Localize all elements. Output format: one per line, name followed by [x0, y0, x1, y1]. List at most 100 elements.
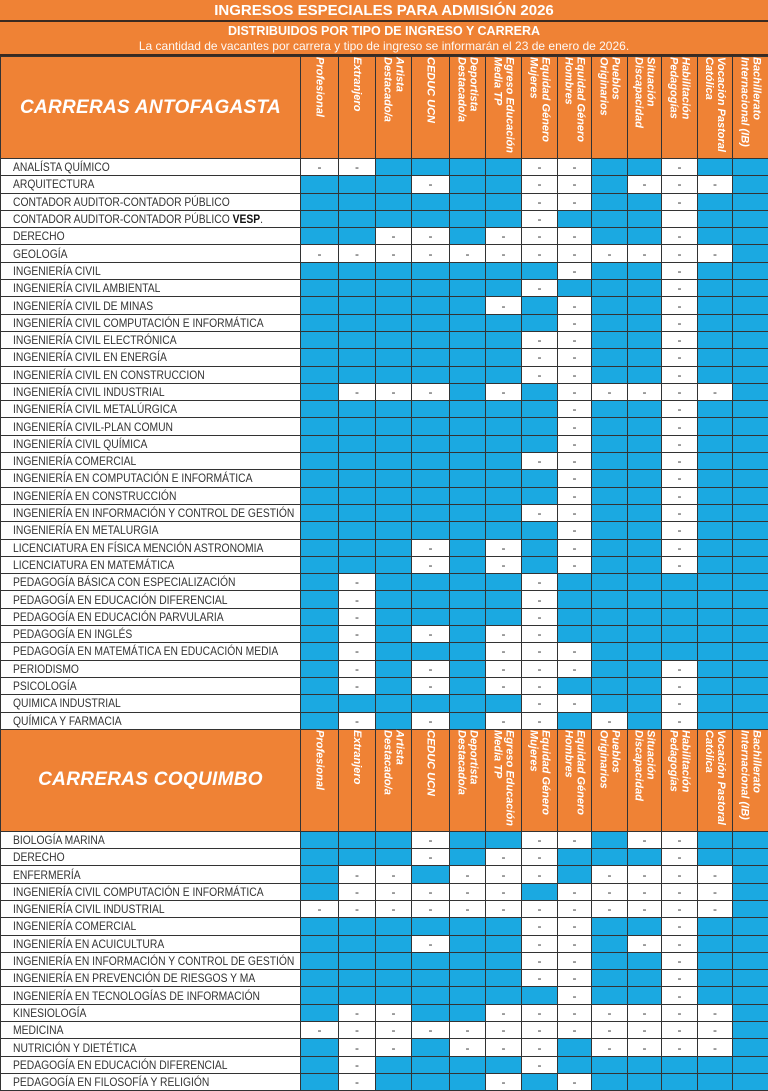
available-cell	[301, 435, 339, 452]
available-cell	[698, 504, 733, 521]
career-label: PEDAGOGÍA EN EDUCACIÓN DIFERENCIAL	[13, 1058, 227, 1072]
available-cell	[628, 504, 662, 521]
available-cell	[592, 504, 628, 521]
available-cell	[628, 159, 662, 176]
available-cell	[698, 210, 733, 227]
available-cell	[733, 831, 768, 848]
career-label: INGENIERÍA CIVIL INDUSTRIAL	[13, 902, 165, 916]
available-cell	[450, 331, 486, 348]
available-cell	[698, 1056, 733, 1073]
unavailable-cell: -	[522, 210, 558, 227]
available-cell	[558, 866, 592, 883]
table-row: PSICOLOGÍA-----	[1, 677, 768, 694]
available-cell	[450, 831, 486, 848]
table-row: DERECHO------	[1, 228, 768, 245]
available-cell	[698, 608, 733, 625]
career-label: INGENIERÍA CIVIL QUÍMICA	[13, 437, 147, 451]
career-label: PERIODISMO	[13, 662, 79, 676]
available-cell	[376, 935, 412, 952]
available-cell	[486, 176, 522, 193]
available-cell	[412, 695, 450, 712]
table-row: INGENIERÍA EN ACUICULTURA-----	[1, 935, 768, 952]
available-cell	[376, 522, 412, 539]
available-cell	[339, 831, 376, 848]
career-label-wrap: CONTADOR AUDITOR-CONTADOR PÚBLICO VESP.	[13, 212, 263, 226]
career-name: LICENCIATURA EN MATEMÁTICA	[1, 556, 301, 573]
available-cell	[450, 660, 486, 677]
unavailable-cell: -	[522, 608, 558, 625]
unavailable-cell: -	[592, 1022, 628, 1039]
unavailable-cell: -	[662, 712, 698, 729]
available-cell	[733, 522, 768, 539]
unavailable-cell: -	[698, 1039, 733, 1056]
available-cell	[698, 831, 733, 848]
unavailable-cell: -	[662, 176, 698, 193]
column-header: Habilitación Pedagogías	[662, 57, 698, 159]
available-cell	[628, 487, 662, 504]
available-cell	[733, 453, 768, 470]
available-cell	[339, 331, 376, 348]
available-cell	[522, 1073, 558, 1090]
available-cell	[698, 539, 733, 556]
available-cell	[522, 470, 558, 487]
unavailable-cell: -	[339, 1004, 376, 1021]
available-cell	[412, 1039, 450, 1056]
available-cell	[698, 314, 733, 331]
column-header: Egreso Educación Media TP	[486, 729, 522, 831]
available-cell	[412, 331, 450, 348]
unavailable-cell: -	[522, 643, 558, 660]
career-label: INGENIERÍA EN ACUICULTURA	[13, 937, 164, 951]
available-cell	[592, 935, 628, 952]
unavailable-cell: -	[558, 556, 592, 573]
available-cell	[698, 695, 733, 712]
career-name: PEDAGOGÍA EN FILOSOFÍA Y RELIGIÓN	[1, 1073, 301, 1090]
career-name: INGENIERÍA CIVIL EN ENERGÍA	[1, 349, 301, 366]
available-cell	[628, 712, 662, 729]
table-row: INGENIERÍA EN METALURGIA--	[1, 522, 768, 539]
available-cell	[301, 643, 339, 660]
career-label: BIOLOGÍA MARINA	[13, 833, 105, 847]
table-row: ANALÍSTA QUÍMICO-----	[1, 159, 768, 176]
career-label: PEDAGOGÍA BÁSICA CON ESPECIALIZACIÓN	[13, 575, 236, 589]
table-row: CONTADOR AUDITOR-CONTADOR PÚBLICO---	[1, 193, 768, 210]
career-label-wrap: PSICOLOGÍA	[13, 679, 77, 693]
unavailable-cell: -	[339, 626, 376, 643]
career-name: INGENIERÍA CIVIL INDUSTRIAL	[1, 383, 301, 400]
available-cell	[450, 366, 486, 383]
available-cell	[628, 608, 662, 625]
column-header-label: Egreso Educación Media TP	[492, 57, 516, 153]
unavailable-cell: -	[486, 245, 522, 262]
column-header-label: Bachillerato Internacional (IB)	[739, 730, 763, 826]
unavailable-cell: -	[558, 331, 592, 348]
available-cell	[628, 314, 662, 331]
available-cell	[301, 383, 339, 400]
available-cell	[376, 262, 412, 279]
available-cell	[412, 918, 450, 935]
unavailable-cell: -	[339, 866, 376, 883]
unavailable-cell: -	[412, 935, 450, 952]
unavailable-cell: -	[662, 418, 698, 435]
table-row: INGENIERÍA EN TECNOLOGÍAS DE INFORMACIÓN…	[1, 987, 768, 1004]
career-label: INGENIERÍA EN COMPUTACIÓN E INFORMÁTICA	[13, 471, 252, 485]
available-cell	[558, 626, 592, 643]
unavailable-cell: -	[662, 952, 698, 969]
available-cell	[376, 608, 412, 625]
career-label: INGENIERÍA CIVIL ELECTRÓNICA	[13, 333, 177, 347]
available-cell	[558, 849, 592, 866]
career-label-wrap: INGENIERÍA CIVIL ELECTRÓNICA	[13, 333, 177, 347]
available-cell	[412, 591, 450, 608]
available-cell	[522, 987, 558, 1004]
unavailable-cell: -	[558, 176, 592, 193]
career-label: INGENIERÍA EN METALURGIA	[13, 523, 158, 537]
career-name: NUTRICIÓN Y DIETÉTICA	[1, 1039, 301, 1056]
unavailable-cell: -	[339, 1073, 376, 1090]
available-cell	[733, 556, 768, 573]
available-cell	[628, 193, 662, 210]
unavailable-cell: -	[376, 883, 412, 900]
unavailable-cell: -	[628, 866, 662, 883]
available-cell	[450, 314, 486, 331]
career-label-wrap: INGENIERÍA CIVIL-PLAN COMUN	[13, 420, 173, 434]
unavailable-cell: -	[662, 1004, 698, 1021]
career-name: MEDICINA	[1, 1022, 301, 1039]
available-cell	[733, 918, 768, 935]
